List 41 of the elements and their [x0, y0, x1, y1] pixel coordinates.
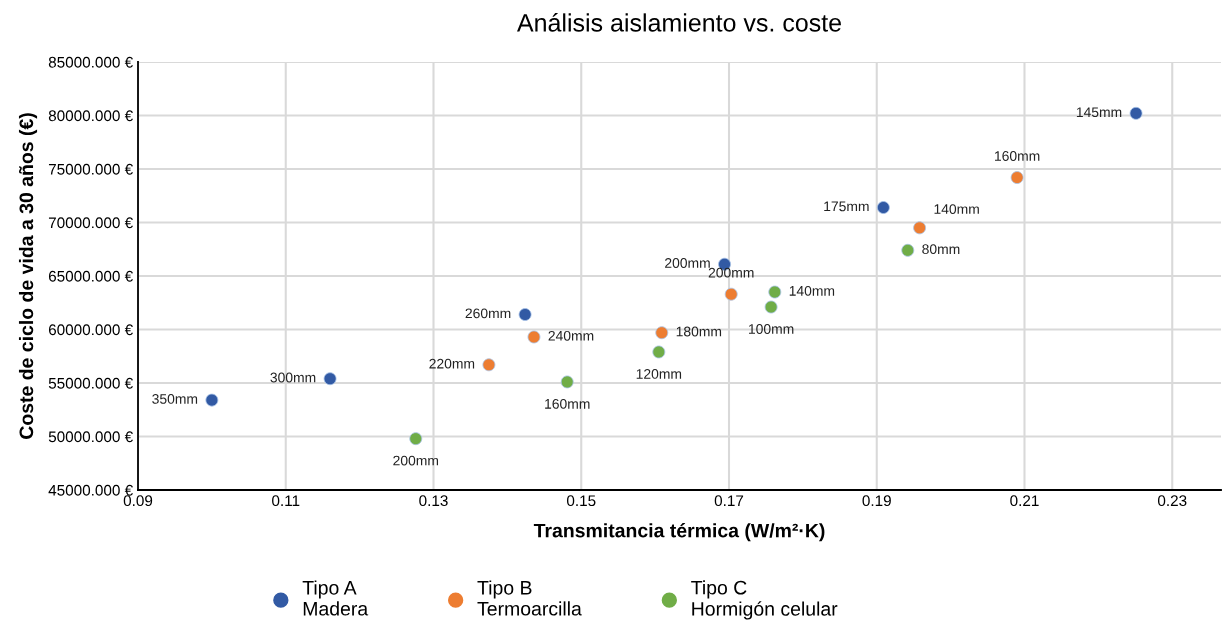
- y-tick-label: 45000.000 €: [48, 484, 133, 496]
- y-tick-label: 60000.000 €: [48, 324, 133, 336]
- chart-title: Análisis aislamiento vs. coste: [516, 13, 841, 32]
- x-tick-label: 0.09: [123, 495, 153, 507]
- y-tick-label: 80000.000 €: [48, 110, 133, 122]
- x-tick-label: 0.15: [566, 495, 596, 507]
- annotation: 145mm: [1076, 107, 1122, 118]
- annotation: 300mm: [270, 372, 316, 383]
- annotation: 140mm: [934, 204, 979, 214]
- annotation: 200mm: [393, 455, 439, 466]
- y-tick-label: 65000.000 €: [48, 270, 133, 282]
- y-tick-label: 50000.000 €: [48, 431, 133, 443]
- x-axis-title: Transmitancia térmica (W/m²·K): [533, 522, 825, 542]
- annotation: 240mm: [548, 330, 594, 341]
- legend-label: Tipo B Termoarcilla: [477, 580, 582, 616]
- y-tick-label: 75000.000 €: [48, 163, 133, 175]
- x-tick-label: 0.19: [862, 495, 891, 507]
- annotation: 100mm: [749, 324, 794, 334]
- annotation: 160mm: [545, 398, 590, 409]
- legend-label: Tipo A Madera: [302, 580, 369, 616]
- annotation: 80mm: [922, 244, 960, 255]
- annotation: 120mm: [636, 369, 682, 379]
- y-tick-label: 55000.000 €: [48, 377, 133, 389]
- annotation: 350mm: [152, 394, 198, 404]
- x-tick-label: 0.23: [1157, 495, 1187, 507]
- annotation: 180mm: [676, 326, 722, 337]
- x-tick-label: 0.17: [714, 495, 744, 507]
- x-tick-label: 0.11: [272, 495, 300, 507]
- annotation: 175mm: [824, 201, 869, 212]
- annotation: 200mm: [665, 258, 710, 268]
- annotation: 260mm: [465, 308, 511, 319]
- y-tick-label: 85000.000 €: [48, 56, 133, 68]
- y-tick-label: 70000.000 €: [48, 217, 133, 229]
- legend-label: Tipo C Hormigón celular: [691, 580, 838, 620]
- x-tick-label: 0.21: [1010, 495, 1039, 507]
- annotation: 140mm: [789, 285, 835, 296]
- y-axis-title: Coste de ciclo de vida a 30 años (€): [18, 113, 38, 439]
- annotation: 220mm: [429, 358, 475, 369]
- annotation: 160mm: [995, 151, 1040, 161]
- x-tick-label: 0.13: [419, 495, 448, 507]
- annotation: 200mm: [708, 267, 754, 278]
